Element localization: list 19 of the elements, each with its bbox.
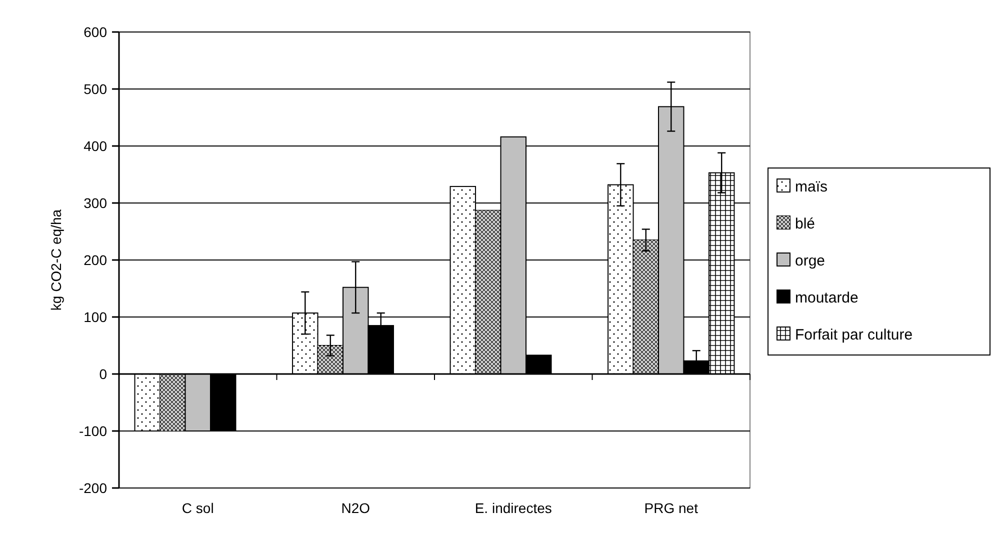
y-tick-label: 200 — [84, 252, 108, 268]
y-tick-label: -100 — [78, 422, 108, 439]
y-tick-label: 600 — [84, 24, 108, 40]
legend-label: orge — [795, 252, 826, 270]
x-tick-label: PRG net — [644, 500, 698, 516]
y-tick-label: 0 — [99, 366, 108, 382]
y-tick-label: 100 — [84, 308, 108, 325]
y-tick-label: -200 — [78, 480, 108, 496]
x-tick-label: C sol — [182, 500, 214, 516]
x-tick-label: E. indirectes — [474, 500, 552, 516]
y-tick-label: 500 — [84, 80, 108, 97]
legend-label: Forfait par culture — [795, 326, 913, 344]
legend-label: moutarde — [795, 289, 858, 306]
legend-label: blé — [795, 215, 816, 232]
y-axis-title: kg CO2-C eq/ha — [48, 209, 64, 311]
y-tick-label: 300 — [84, 194, 108, 211]
y-tick-label: 400 — [84, 138, 108, 154]
x-tick-label: N2O — [341, 500, 370, 516]
legend-label: maïs — [795, 178, 828, 196]
